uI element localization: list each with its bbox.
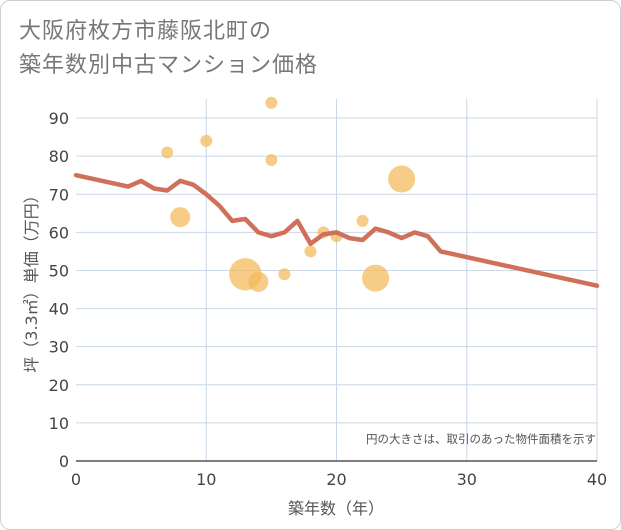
chart-title-line-2: 築年数別中古マンション価格 (19, 53, 319, 78)
bubble-point (388, 165, 416, 193)
bubble-point (200, 134, 213, 147)
y-tick-label: 30 (49, 338, 69, 357)
bubble-point (278, 268, 291, 281)
y-axis-label: 坪（3.3㎡）単価（万円） (22, 187, 41, 372)
y-tick-label: 10 (49, 414, 69, 433)
trend-line (73, 172, 600, 288)
bubble-point (170, 207, 191, 228)
chart-title: 大阪府枚方市藤阪北町の 築年数別中古マンション価格 (19, 15, 318, 83)
x-tick-label: 40 (587, 470, 607, 489)
x-axis-label: 築年数（年） (288, 499, 384, 518)
y-tick-label: 50 (49, 261, 69, 280)
y-tick-label: 20 (49, 376, 69, 395)
y-tick-label: 90 (49, 109, 69, 128)
x-tick-label: 10 (196, 470, 216, 489)
bubble-point (265, 96, 278, 109)
y-tick-label: 80 (49, 147, 69, 166)
y-tick-labels: 0 10 20 30 40 50 60 70 80 90 (49, 109, 69, 471)
y-tick-label: 70 (49, 185, 69, 204)
bubble-series (161, 96, 416, 292)
bubble-point (161, 146, 174, 159)
x-tick-label: 0 (71, 470, 81, 489)
x-tick-labels: 0 10 20 30 40 (71, 470, 607, 489)
bubble-point (248, 271, 269, 292)
bubble-point (356, 214, 369, 227)
y-tick-label: 60 (49, 223, 69, 242)
chart-title-line-1: 大阪府枚方市藤阪北町の (19, 19, 273, 44)
bubble-point (304, 245, 317, 258)
y-tick-label: 40 (49, 300, 69, 319)
y-tick-label: 0 (59, 452, 69, 471)
bubble-point (362, 264, 390, 292)
size-note: 円の大きさは、取引のあった物件面積を示す (366, 432, 596, 446)
x-tick-label: 30 (457, 470, 477, 489)
grid-lines (76, 99, 598, 461)
x-tick-label: 20 (326, 470, 346, 489)
bubble-point (265, 153, 278, 166)
